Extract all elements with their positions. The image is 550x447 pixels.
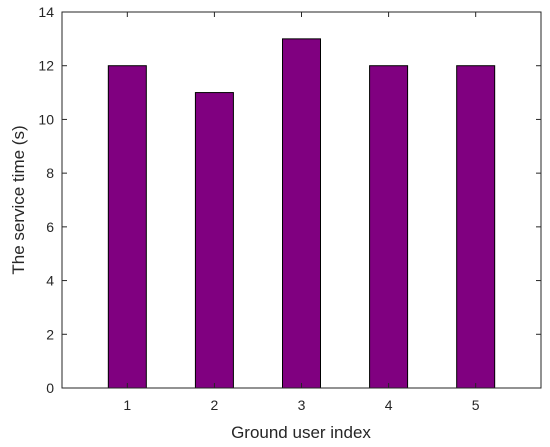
bar-1 bbox=[107, 65, 147, 389]
y-tick-label: 4 bbox=[46, 273, 54, 289]
x-tick-label: 4 bbox=[385, 397, 393, 413]
y-axis-ticks: 0 2 4 6 8 10 12 14 bbox=[38, 4, 541, 396]
x-tick-label: 5 bbox=[472, 397, 480, 413]
y-tick-label: 10 bbox=[38, 111, 54, 127]
y-tick-label: 0 bbox=[46, 380, 54, 396]
y-axis-label: The service time (s) bbox=[9, 125, 28, 274]
x-axis-label: Ground user index bbox=[231, 423, 371, 442]
x-tick-label: 1 bbox=[123, 397, 131, 413]
y-tick-label: 2 bbox=[46, 326, 54, 342]
plot-frame bbox=[61, 11, 542, 389]
x-tick-label: 2 bbox=[211, 397, 219, 413]
bar-3 bbox=[282, 38, 321, 389]
bar-2 bbox=[194, 92, 234, 389]
bar-4 bbox=[369, 65, 409, 389]
y-tick-label: 12 bbox=[38, 58, 54, 74]
bars bbox=[107, 38, 496, 389]
y-tick-label: 8 bbox=[46, 165, 54, 181]
y-tick-label: 14 bbox=[38, 4, 54, 20]
x-tick-label: 3 bbox=[298, 397, 306, 413]
bar-5 bbox=[456, 65, 496, 389]
y-tick-label: 6 bbox=[46, 219, 54, 235]
x-axis-ticks: 1 2 3 4 5 bbox=[123, 12, 480, 413]
